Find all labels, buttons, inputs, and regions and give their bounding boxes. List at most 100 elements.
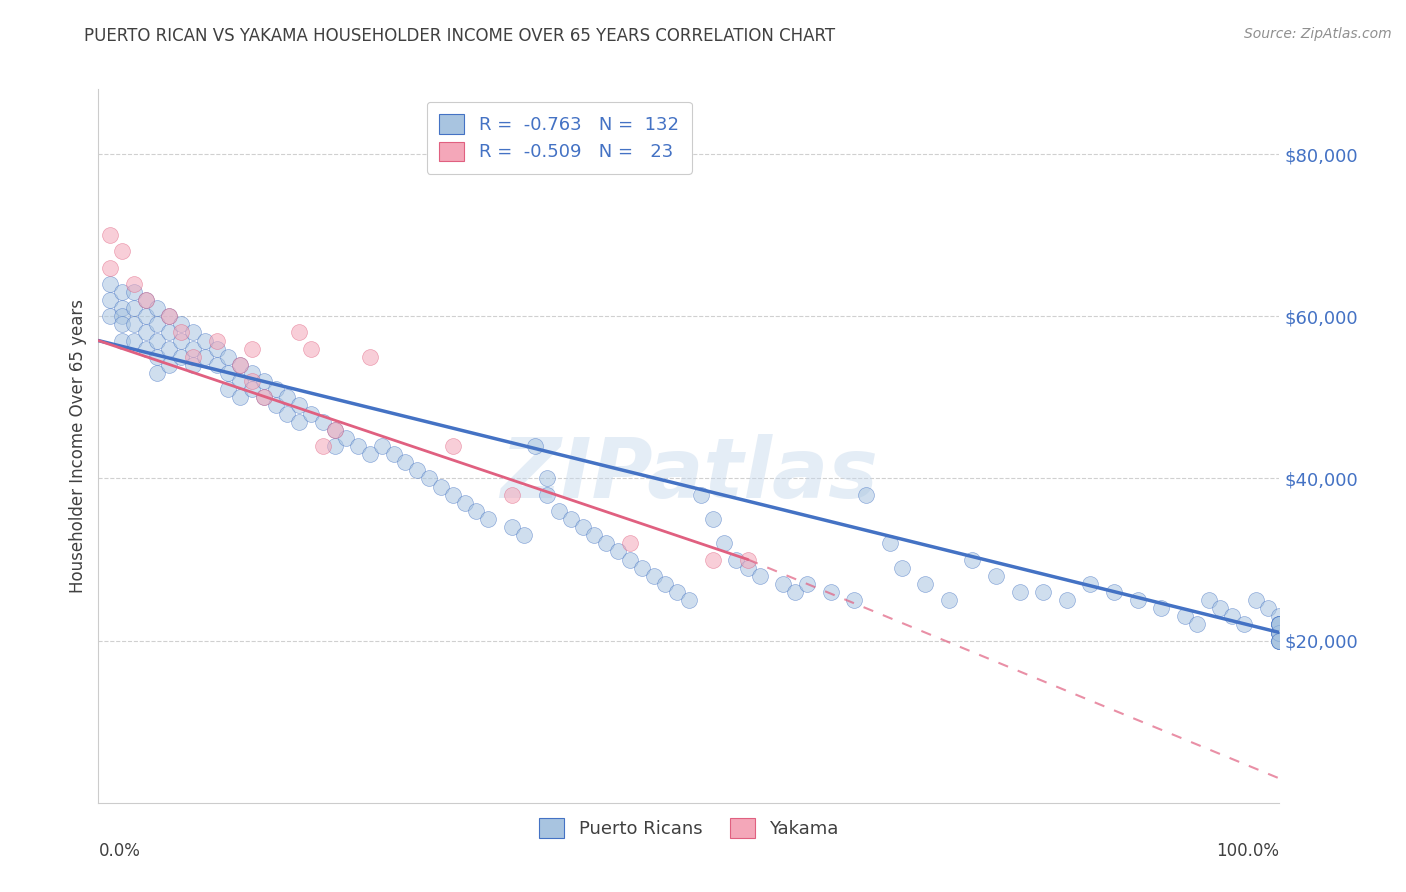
Point (371, 439, 394, 453)
Point (264, 399, 287, 413)
Point (217, 382, 239, 396)
Point (122, 277, 145, 291)
Point (1268, 617, 1291, 632)
Point (98, 277, 121, 291)
Point (111, 334, 134, 348)
Point (1126, 593, 1149, 607)
Point (299, 407, 322, 421)
Point (737, 552, 759, 566)
Point (276, 390, 298, 404)
Point (205, 342, 228, 356)
Point (536, 488, 558, 502)
Point (666, 585, 689, 599)
Point (157, 310, 180, 324)
Point (205, 334, 228, 348)
Point (1268, 617, 1291, 632)
Point (844, 593, 866, 607)
Point (702, 512, 724, 526)
Point (678, 593, 700, 607)
Point (1268, 633, 1291, 648)
Point (914, 577, 936, 591)
Point (253, 390, 276, 404)
Point (181, 326, 204, 340)
Point (1268, 633, 1291, 648)
Point (240, 374, 263, 388)
Point (643, 568, 665, 582)
Point (240, 382, 263, 396)
Point (524, 439, 547, 453)
Point (111, 318, 134, 332)
Point (299, 342, 322, 356)
Text: PUERTO RICAN VS YAKAMA HOUSEHOLDER INCOME OVER 65 YEARS CORRELATION CHART: PUERTO RICAN VS YAKAMA HOUSEHOLDER INCOM… (84, 27, 835, 45)
Point (170, 326, 193, 340)
Point (135, 293, 157, 307)
Point (984, 568, 1007, 582)
Point (217, 366, 239, 380)
Point (1220, 609, 1243, 624)
Point (170, 334, 193, 348)
Point (135, 326, 157, 340)
Point (1198, 593, 1220, 607)
Point (181, 350, 204, 364)
Point (98, 293, 121, 307)
Point (194, 350, 217, 364)
Point (323, 423, 346, 437)
Point (725, 552, 748, 566)
Point (962, 552, 984, 566)
Point (135, 310, 157, 324)
Point (217, 350, 239, 364)
Point (890, 560, 912, 574)
Point (122, 301, 145, 315)
Point (146, 350, 169, 364)
Text: ZIPatlas: ZIPatlas (501, 434, 877, 515)
Point (820, 585, 842, 599)
Point (288, 399, 311, 413)
Point (394, 455, 416, 469)
Point (1268, 617, 1291, 632)
Point (312, 415, 335, 429)
Point (1150, 601, 1173, 615)
Point (477, 512, 499, 526)
Point (548, 504, 571, 518)
Point (1008, 585, 1031, 599)
Point (654, 577, 676, 591)
Point (98, 310, 121, 324)
Point (111, 310, 134, 324)
Point (111, 285, 134, 299)
Point (122, 285, 145, 299)
Point (253, 390, 276, 404)
Point (98, 260, 121, 275)
Point (583, 528, 606, 542)
Point (501, 520, 523, 534)
Point (170, 350, 193, 364)
Point (135, 342, 157, 356)
Text: Source: ZipAtlas.com: Source: ZipAtlas.com (1244, 27, 1392, 41)
Point (619, 552, 641, 566)
Point (382, 447, 405, 461)
Point (312, 439, 335, 453)
Point (1185, 617, 1208, 632)
Point (157, 310, 180, 324)
Point (630, 560, 652, 574)
Point (418, 471, 440, 485)
Point (135, 293, 157, 307)
Point (737, 560, 759, 574)
Point (1244, 593, 1267, 607)
Point (98, 228, 121, 243)
Point (229, 390, 252, 404)
Point (560, 512, 582, 526)
Point (1032, 585, 1054, 599)
Point (276, 407, 298, 421)
Point (359, 350, 381, 364)
Point (288, 415, 311, 429)
Point (430, 479, 453, 493)
Point (1268, 617, 1291, 632)
Point (146, 334, 169, 348)
Point (1268, 625, 1291, 640)
Point (879, 536, 901, 550)
Point (713, 536, 735, 550)
Point (1268, 625, 1291, 640)
Point (253, 374, 276, 388)
Point (146, 301, 169, 315)
Point (205, 358, 228, 372)
